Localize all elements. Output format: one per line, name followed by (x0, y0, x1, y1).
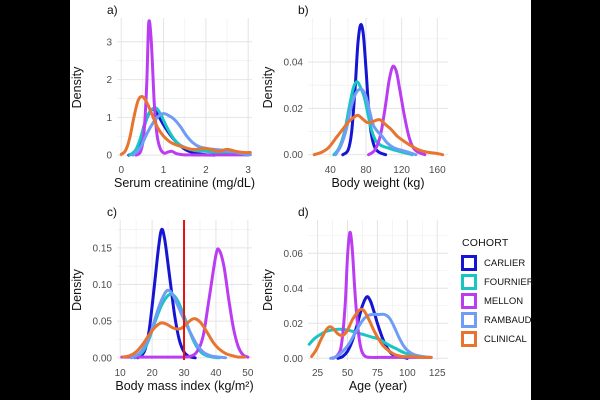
y-tick-label: 0.05 (93, 317, 113, 328)
x-tick-label: 50 (242, 368, 254, 379)
x-tick-label: 50 (342, 368, 354, 379)
x-tick-label: 120 (393, 165, 410, 176)
y-tick-label: 0.10 (93, 280, 113, 291)
y-tick-label: 0.15 (93, 243, 113, 254)
y-tick-label: 0.04 (284, 58, 304, 69)
x-tick-label: 2 (203, 165, 209, 176)
legend-item-mellon: MELLON (461, 293, 534, 309)
panel-tag: c) (107, 205, 117, 219)
legend-key-swatch (461, 331, 477, 347)
legend-item-rambaud: RAMBAUD (461, 312, 534, 328)
y-tick-label: 0.04 (284, 284, 304, 295)
density-curve-rambaud (329, 312, 431, 360)
density-curve-rambaud (334, 87, 418, 157)
panel-tag: d) (298, 205, 309, 219)
legend-key-swatch (461, 255, 477, 271)
density-curve-mellon (331, 230, 433, 360)
density-curve-mellon (120, 247, 250, 359)
y-axis-title: Density (261, 66, 275, 108)
legend-key-swatch (461, 293, 477, 309)
density-curve-clinical (310, 307, 433, 359)
y-axis-title: Density (70, 268, 84, 310)
legend-item-label: MELLON (484, 295, 524, 307)
y-tick-label: 0.02 (284, 319, 304, 330)
panel-d: 25 50 75 100 125 0.00 0.02 0.04 0.06 Age (year) De… (261, 205, 448, 393)
x-tick-label: 1 (161, 165, 167, 176)
x-tick-label: 100 (399, 368, 416, 379)
density-curve-clinical (121, 317, 247, 359)
x-axis-title: Body mass index (kg/m²) (115, 379, 253, 393)
x-tick-label: 125 (429, 368, 446, 379)
legend-key-swatch (461, 274, 477, 290)
x-tick-label: 3 (245, 165, 251, 176)
x-axis-title: Serum creatinine (mg/dL) (114, 176, 255, 190)
y-tick-label: 0.00 (93, 353, 113, 364)
x-tick-label: 40 (210, 368, 222, 379)
legend-title: COHORT (462, 237, 509, 249)
density-curve-clinical (312, 113, 445, 157)
legend-key-swatch (461, 312, 477, 328)
y-tick-label: 0.06 (284, 249, 304, 260)
panel-tag: b) (298, 3, 309, 17)
density-curve-clinical (119, 95, 252, 156)
legend-item-clinical: CLINICAL (461, 331, 534, 347)
x-tick-label: 20 (147, 368, 159, 379)
legend-item-label: CARLIER (484, 257, 526, 269)
y-tick-label: 2 (106, 75, 112, 86)
panel-tag: a) (107, 3, 118, 17)
y-tick-label: 0 (106, 151, 112, 162)
x-axis-title: Age (year) (349, 379, 407, 393)
y-tick-label: 3 (106, 37, 112, 48)
y-axis-title: Density (70, 66, 84, 108)
x-tick-label: 25 (312, 368, 324, 379)
x-tick-label: 10 (115, 368, 127, 379)
y-tick-label: 0.00 (284, 150, 304, 161)
legend-item-carlier: CARLIER (461, 255, 534, 271)
y-tick-label: 0.00 (284, 354, 304, 365)
panel-c: 10 20 30 40 50 0.00 0.05 0.10 0.15 Body mass inde… (70, 205, 254, 393)
x-tick-label: 40 (325, 165, 337, 176)
x-axis-title: Body weight (kg) (331, 176, 424, 190)
y-tick-label: 1 (106, 113, 112, 124)
panel-b: 40 80 120 160 0.00 0.02 0.04 Body weight (kg) De… (261, 3, 448, 190)
x-tick-label: 0 (118, 165, 124, 176)
y-tick-label: 0.02 (284, 104, 304, 115)
legend-item-label: CLINICAL (484, 333, 527, 345)
density-curve-mellon (134, 19, 250, 157)
density-curve-fournier (128, 106, 250, 157)
x-tick-label: 30 (178, 368, 190, 379)
legend-item-fournier: FOURNIER (461, 274, 534, 290)
x-tick-label: 80 (360, 165, 372, 176)
y-axis-title: Density (261, 268, 275, 310)
legend-item-label: FOURNIER (484, 276, 534, 288)
legend-item-label: RAMBAUD (484, 314, 532, 326)
x-tick-label: 75 (372, 368, 384, 379)
cohort-legend: COHORT CARLIER FOURNIER MELLON RAMBAUD CLINI… (461, 237, 534, 350)
x-tick-label: 160 (429, 165, 446, 176)
legend-items: CARLIER FOURNIER MELLON RAMBAUD CLINICAL (461, 255, 534, 347)
density-figure: 0 1 2 3 0 1 2 3 Serum creatinine (mg/dL) Density a… (70, 0, 534, 400)
